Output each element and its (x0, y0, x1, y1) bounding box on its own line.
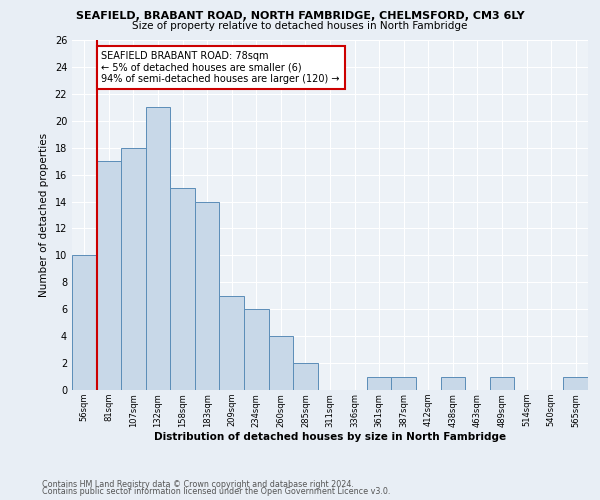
Bar (146, 108, 170, 390)
Bar (195, 202, 220, 390)
Bar (293, 363, 318, 390)
Text: Size of property relative to detached houses in North Fambridge: Size of property relative to detached ho… (133, 21, 467, 31)
Bar (170, 188, 195, 390)
Bar (490, 376, 514, 390)
Bar (440, 376, 465, 390)
Bar (391, 376, 416, 390)
Text: Contains public sector information licensed under the Open Government Licence v3: Contains public sector information licen… (42, 487, 391, 496)
Bar (269, 336, 293, 390)
Bar (367, 376, 391, 390)
Bar (563, 376, 588, 390)
Bar (97, 161, 121, 390)
Bar (121, 148, 146, 390)
Bar (72, 256, 97, 390)
Y-axis label: Number of detached properties: Number of detached properties (39, 133, 49, 297)
Text: Distribution of detached houses by size in North Fambridge: Distribution of detached houses by size … (154, 432, 506, 442)
Text: SEAFIELD, BRABANT ROAD, NORTH FAMBRIDGE, CHELMSFORD, CM3 6LY: SEAFIELD, BRABANT ROAD, NORTH FAMBRIDGE,… (76, 11, 524, 21)
Text: Contains HM Land Registry data © Crown copyright and database right 2024.: Contains HM Land Registry data © Crown c… (42, 480, 354, 489)
Text: SEAFIELD BRABANT ROAD: 78sqm
← 5% of detached houses are smaller (6)
94% of semi: SEAFIELD BRABANT ROAD: 78sqm ← 5% of det… (101, 51, 340, 84)
Bar (244, 309, 269, 390)
Bar (220, 296, 244, 390)
